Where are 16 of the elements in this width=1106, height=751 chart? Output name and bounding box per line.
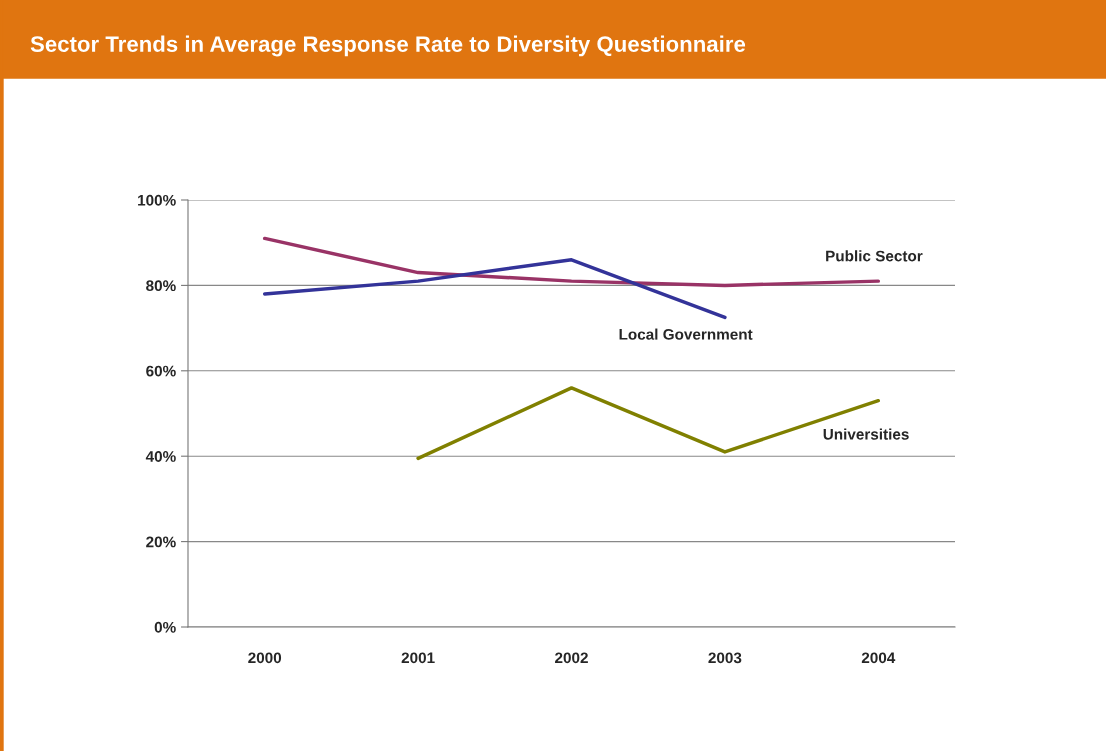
chart-title: Sector Trends in Average Response Rate to Diversity Questionnaire (30, 35, 746, 57)
x-tick-label: 2000 (248, 652, 282, 664)
x-tick-label: 2001 (401, 652, 435, 664)
line-series (262, 258, 727, 320)
x-tick-label: 2004 (861, 652, 896, 664)
x-tick-label: 2002 (555, 652, 588, 664)
x-tick-label: 2003 (708, 652, 742, 664)
y-tick-label: 20% (146, 536, 176, 548)
series-label: Public Sector (826, 250, 923, 262)
y-tick-label: 40% (145, 451, 176, 462)
y-tick-label: 100% (138, 194, 176, 206)
y-tick-label: 80% (146, 280, 176, 292)
series-label: Universities (823, 428, 909, 440)
series-label: Local Government (619, 328, 753, 340)
y-tick-label: 0% (154, 621, 176, 633)
y-tick-label: 60% (146, 365, 176, 377)
